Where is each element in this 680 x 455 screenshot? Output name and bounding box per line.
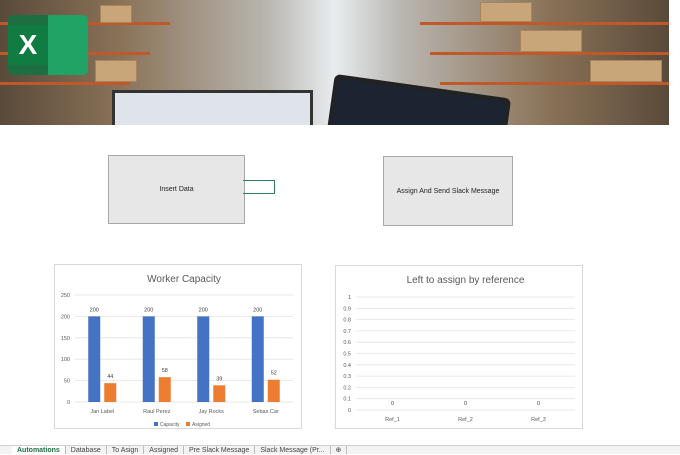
y-tick-label: 50 xyxy=(64,379,70,385)
y-tick-label: 0.7 xyxy=(343,329,351,335)
insert-data-button[interactable]: Insert Data xyxy=(108,155,245,224)
legend-label: Asigned xyxy=(192,422,210,428)
connector-line xyxy=(243,180,275,194)
x-tick-label: Ref_2 xyxy=(458,417,473,423)
y-tick-label: 200 xyxy=(61,314,70,320)
warehouse-banner-image: X xyxy=(0,0,669,125)
data-label: 200 xyxy=(90,307,99,313)
assign-send-label: Assign And Send Slack Message xyxy=(396,187,500,195)
y-tick-label: 0.4 xyxy=(343,363,351,369)
laptop-image xyxy=(112,90,313,125)
y-tick-label: 0.6 xyxy=(343,340,351,346)
data-label: 44 xyxy=(107,374,113,380)
y-tick-label: 1 xyxy=(348,295,351,301)
x-tick-label: Ref_3 xyxy=(531,417,546,423)
left-to-assign-chart[interactable]: Left to assign by reference 0 0.1 0.2 0.3 0.4… xyxy=(335,265,583,429)
y-tick-label: 0.2 xyxy=(343,385,351,391)
sheet-tab[interactable]: Automations xyxy=(12,446,66,454)
chart-title: Worker Capacity xyxy=(147,274,221,285)
sheet-tab-bar: Automations Database To Asign Assigned Pre S… xyxy=(0,445,680,454)
data-label: 200 xyxy=(199,307,208,313)
excel-logo: X xyxy=(8,15,88,75)
x-tick-label: Jan Label xyxy=(90,409,114,415)
data-label: 0 xyxy=(464,401,467,407)
y-tick-label: 0.1 xyxy=(343,397,351,403)
data-label: 58 xyxy=(162,368,168,374)
data-label: 0 xyxy=(537,401,540,407)
y-tick-label: 0.9 xyxy=(343,306,351,312)
sheet-tab[interactable]: Assigned xyxy=(144,446,185,454)
sheet-tab[interactable]: To Asign xyxy=(107,446,145,454)
y-tick-label: 0 xyxy=(348,408,351,414)
y-tick-label: 0.8 xyxy=(343,318,351,324)
bar-capacity xyxy=(142,316,155,402)
data-label: 0 xyxy=(391,401,394,407)
y-tick-label: 0 xyxy=(67,400,70,406)
y-tick-label: 100 xyxy=(61,357,70,363)
sheet-tab[interactable]: Pre Slack Message xyxy=(184,446,256,454)
data-label: 52 xyxy=(271,371,277,377)
y-tick-label: 0.5 xyxy=(343,352,351,358)
sheet-tab[interactable]: Database xyxy=(66,446,107,454)
bar-asigned xyxy=(158,377,171,402)
bar-capacity xyxy=(197,316,210,402)
legend-swatch xyxy=(186,422,190,426)
worker-capacity-chart[interactable]: Worker Capacity 0 50 100 150 200 250 Jan Label 2… xyxy=(54,264,302,429)
bar-capacity xyxy=(88,316,101,402)
sheet-tab[interactable]: Slack Message (Pr... xyxy=(255,446,331,454)
data-label: 39 xyxy=(216,376,222,382)
bar-asigned xyxy=(104,383,117,402)
chart-title: Left to assign by reference xyxy=(407,275,525,286)
y-tick-label: 0.3 xyxy=(343,374,351,380)
data-label: 200 xyxy=(253,307,262,313)
assign-send-slack-button[interactable]: Assign And Send Slack Message xyxy=(383,156,513,226)
y-tick-label: 150 xyxy=(61,336,70,342)
bar-asigned xyxy=(213,385,226,402)
bar-asigned xyxy=(267,379,280,402)
x-tick-label: Sebas Car xyxy=(253,409,279,415)
add-sheet-button[interactable]: ⊕ xyxy=(331,446,348,454)
data-label: 200 xyxy=(144,307,153,313)
x-tick-label: Jay Rocks xyxy=(199,409,225,415)
bar-capacity xyxy=(251,316,264,402)
y-tick-label: 250 xyxy=(61,293,70,299)
insert-data-label: Insert Data xyxy=(159,186,194,193)
x-tick-label: Ref_1 xyxy=(385,417,400,423)
legend-label: Capacity xyxy=(160,422,180,428)
legend-swatch xyxy=(154,422,158,426)
x-tick-label: Raul Perez xyxy=(143,409,170,415)
excel-x-icon: X xyxy=(8,25,48,65)
